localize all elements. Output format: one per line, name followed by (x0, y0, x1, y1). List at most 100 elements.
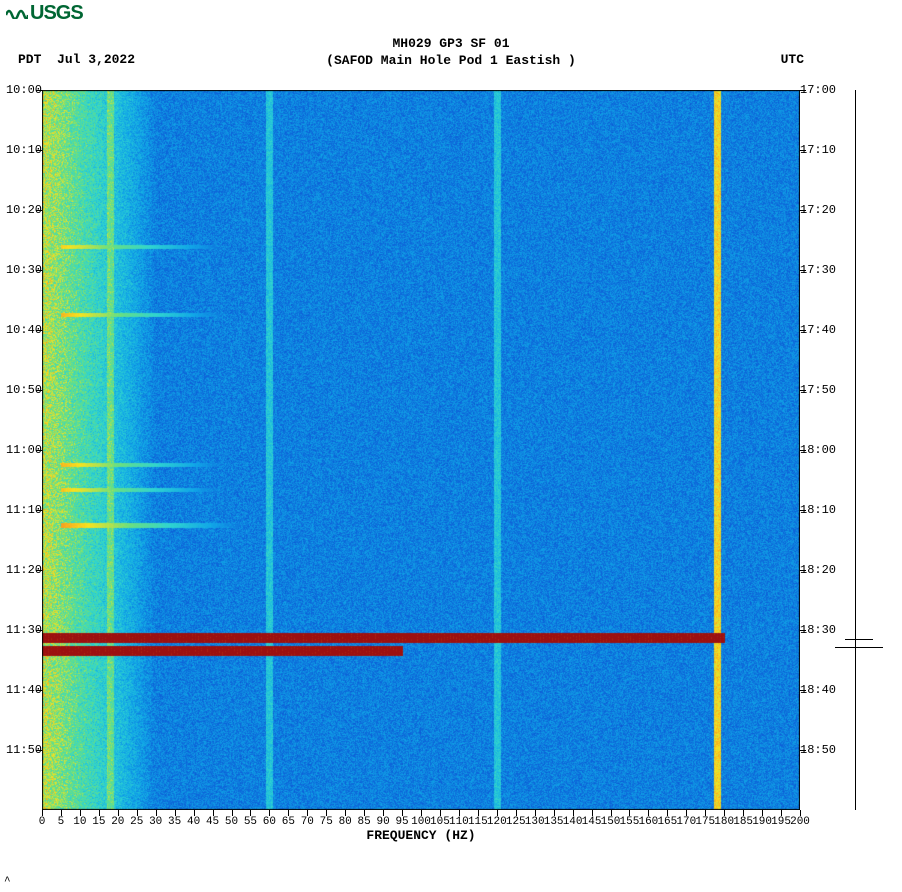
x-tick-mark (42, 810, 43, 816)
x-tick: 65 (282, 816, 295, 828)
x-tick-mark (705, 810, 706, 816)
x-tick-mark (478, 810, 479, 816)
y-right-tick: 18:30 (800, 624, 840, 636)
corner-mark: ^ (4, 876, 11, 888)
x-tick: 155 (620, 816, 640, 828)
usgs-logo: USGS (6, 2, 83, 25)
x-tick: 20 (111, 816, 124, 828)
x-tick: 30 (149, 816, 162, 828)
x-tick: 170 (676, 816, 696, 828)
y-right-tick: 17:40 (800, 324, 840, 336)
x-tick: 185 (733, 816, 753, 828)
x-tick-mark (724, 810, 725, 816)
x-tick: 125 (506, 816, 526, 828)
y-right-tick: 18:20 (800, 564, 840, 576)
x-tick: 140 (563, 816, 583, 828)
y-left-tick-mark (36, 210, 42, 211)
x-tick-mark (307, 810, 308, 816)
date-left: Jul 3,2022 (57, 52, 135, 67)
x-tick-mark (213, 810, 214, 816)
y-right-tick: 17:30 (800, 264, 840, 276)
y-right-tick: 17:20 (800, 204, 840, 216)
x-tick-mark (232, 810, 233, 816)
y-right-tick-mark (800, 330, 806, 331)
x-tick: 110 (449, 816, 469, 828)
x-tick: 0 (39, 816, 46, 828)
x-tick-mark (345, 810, 346, 816)
x-tick-mark (402, 810, 403, 816)
y-right-tick-mark (800, 270, 806, 271)
x-tick: 85 (358, 816, 371, 828)
x-tick-mark (80, 810, 81, 816)
x-tick: 135 (544, 816, 564, 828)
y-right-tick: 18:00 (800, 444, 840, 456)
title-line1: MH029 GP3 SF 01 (0, 36, 902, 53)
x-tick-mark (194, 810, 195, 816)
y-right-tick-mark (800, 210, 806, 211)
x-tick: 190 (752, 816, 772, 828)
y-left-tick-mark (36, 330, 42, 331)
x-tick-mark (61, 810, 62, 816)
x-tick-mark (118, 810, 119, 816)
x-tick-mark (554, 810, 555, 816)
y-right-tick-mark (800, 510, 806, 511)
x-tick-mark (629, 810, 630, 816)
y-right-tick-mark (800, 570, 806, 571)
x-tick-mark (288, 810, 289, 816)
x-tick-mark (364, 810, 365, 816)
y-left-tick-mark (36, 750, 42, 751)
y-right-tick-mark (800, 690, 806, 691)
x-tick-mark (326, 810, 327, 816)
y-right-tick: 17:00 (800, 84, 840, 96)
x-tick: 25 (130, 816, 143, 828)
y-left-tick-mark (36, 690, 42, 691)
y-right-tick-mark (800, 390, 806, 391)
y-right-tick: 17:10 (800, 144, 840, 156)
x-tick: 50 (225, 816, 238, 828)
x-tick: 15 (92, 816, 105, 828)
x-tick-mark (99, 810, 100, 816)
x-tick-mark (516, 810, 517, 816)
x-tick: 40 (187, 816, 200, 828)
x-tick: 165 (657, 816, 677, 828)
x-tick: 145 (582, 816, 602, 828)
amplitude-cross-major (835, 647, 883, 648)
x-tick-mark (440, 810, 441, 816)
x-tick-mark (497, 810, 498, 816)
y-right-tick-mark (800, 150, 806, 151)
x-tick: 95 (395, 816, 408, 828)
x-tick-mark (175, 810, 176, 816)
x-tick: 5 (58, 816, 65, 828)
tz-left-block: PDT Jul 3,2022 (18, 52, 135, 67)
x-tick-mark (459, 810, 460, 816)
spectrogram-canvas (42, 90, 800, 810)
y-left-tick-mark (36, 90, 42, 91)
x-tick: 80 (339, 816, 352, 828)
amplitude-scale-line (855, 90, 856, 810)
x-tick-mark (667, 810, 668, 816)
y-left-tick-mark (36, 150, 42, 151)
x-tick-mark (573, 810, 574, 816)
x-tick-mark (250, 810, 251, 816)
x-tick: 120 (487, 816, 507, 828)
x-tick-mark (269, 810, 270, 816)
x-tick: 45 (206, 816, 219, 828)
usgs-wave-icon (6, 2, 28, 25)
tz-right-label: UTC (781, 52, 804, 67)
x-tick: 90 (376, 816, 389, 828)
x-tick-mark (781, 810, 782, 816)
y-right-tick: 18:10 (800, 504, 840, 516)
x-tick-mark (648, 810, 649, 816)
x-tick-mark (592, 810, 593, 816)
x-tick: 150 (601, 816, 621, 828)
y-axis-right: 17:0017:1017:2017:3017:4017:5018:0018:10… (800, 90, 840, 810)
amplitude-cross-minor (845, 639, 873, 640)
x-tick: 60 (263, 816, 276, 828)
x-tick: 195 (771, 816, 791, 828)
y-left-tick-mark (36, 630, 42, 631)
y-right-tick: 18:40 (800, 684, 840, 696)
x-tick-mark (156, 810, 157, 816)
x-tick: 105 (430, 816, 450, 828)
y-left-tick-mark (36, 270, 42, 271)
x-tick-mark (800, 810, 801, 816)
